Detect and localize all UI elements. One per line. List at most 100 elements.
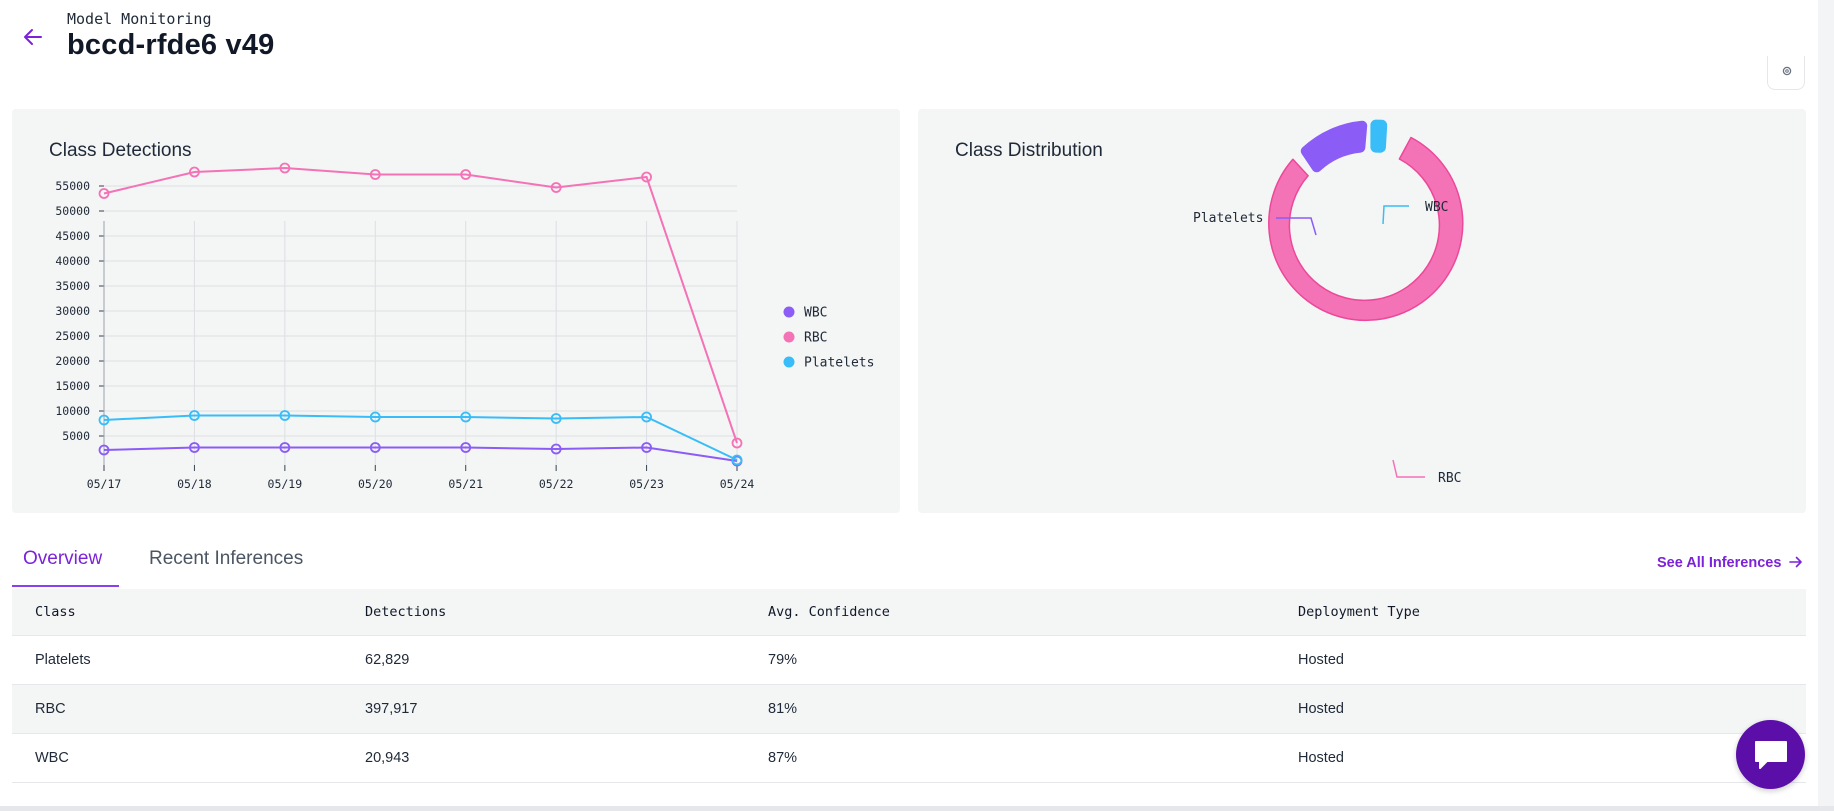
pie-slice-wbc[interactable] [1370, 119, 1388, 153]
data-point-platelets[interactable] [369, 411, 381, 423]
table-row: WBC 20,943 87% Hosted [12, 734, 1806, 783]
y-tick-label: 15000 [55, 379, 90, 393]
data-point-wbc[interactable] [550, 443, 562, 455]
data-point-wbc[interactable] [369, 442, 381, 453]
x-tick-label: 05/18 [177, 477, 212, 491]
legend-marker-wbc [783, 306, 795, 318]
header-avg-confidence[interactable]: Avg. Confidence [768, 604, 890, 620]
data-point-rbc[interactable] [641, 171, 652, 183]
x-tick-label: 05/24 [720, 477, 755, 491]
y-tick-label: 20000 [55, 354, 90, 368]
x-tick-label: 05/21 [448, 477, 483, 491]
series-line-rbc [103, 166, 738, 444]
cell-class: WBC [35, 750, 69, 766]
table-row: Platelets 62,829 79% Hosted [12, 636, 1806, 685]
page-right-edge [1818, 0, 1834, 811]
y-tick-label: 35000 [55, 279, 90, 293]
class-detections-chart: 5000 10000 15000 20000 25000 30000 35000 40000 4… [55, 162, 874, 491]
pie-label-platelets: Platelets [1193, 211, 1263, 226]
cell-class: RBC [35, 701, 66, 717]
data-point-platelets[interactable] [641, 411, 652, 423]
data-point-wbc[interactable] [189, 442, 200, 453]
cell-class: Platelets [35, 652, 91, 668]
data-point-platelets[interactable] [460, 411, 472, 423]
series-line-platelets [103, 414, 738, 461]
legend-marker-rbc [783, 331, 795, 343]
data-point-wbc[interactable] [279, 442, 291, 453]
chat-support-button[interactable] [1736, 720, 1805, 789]
cell-deployment-type: Hosted [1298, 750, 1344, 766]
pie-slice-rbc[interactable] [1268, 136, 1464, 322]
tab-overview[interactable]: Overview [23, 548, 103, 569]
class-table: Class Detections Avg. Confidence Deploym… [12, 589, 1806, 783]
cell-deployment-type: Hosted [1298, 701, 1344, 717]
x-tick-label: 05/20 [358, 477, 393, 491]
series-line-wbc [103, 446, 738, 462]
data-point-wbc[interactable] [98, 444, 110, 456]
class-distribution-card: Class Distribution Platelets WBC RBC [918, 109, 1806, 513]
cell-detections: 20,943 [365, 750, 410, 766]
chat-icon [1755, 741, 1787, 769]
data-point-wbc[interactable] [641, 442, 652, 453]
header-detections[interactable]: Detections [365, 604, 447, 620]
pie-label-rbc: RBC [1438, 471, 1461, 486]
data-point-platelets[interactable] [731, 454, 743, 466]
data-point-wbc[interactable] [460, 442, 472, 453]
data-point-rbc[interactable] [189, 166, 200, 178]
data-point-rbc[interactable] [279, 162, 291, 174]
data-point-platelets[interactable] [98, 414, 110, 426]
data-point-rbc[interactable] [98, 188, 110, 199]
header-class[interactable]: Class [35, 604, 76, 620]
active-tab-underline [12, 585, 119, 587]
table-row: RBC 397,917 81% Hosted [12, 685, 1806, 734]
arrow-right-icon [1789, 556, 1803, 568]
y-tick-label: 25000 [55, 329, 90, 343]
cell-deployment-type: Hosted [1298, 652, 1344, 668]
legend-marker-platelets [783, 356, 795, 368]
class-detections-title: Class Detections [49, 140, 192, 161]
y-tick-label: 55000 [55, 179, 90, 193]
breadcrumb[interactable]: Model Monitoring [67, 10, 212, 28]
settings-button[interactable] [1767, 56, 1805, 90]
data-point-rbc[interactable] [731, 437, 743, 449]
data-point-rbc[interactable] [460, 169, 472, 180]
leader-line-rbc [1392, 459, 1425, 478]
see-all-inferences-label: See All Inferences [1657, 555, 1782, 571]
class-distribution-title: Class Distribution [955, 140, 1103, 161]
pie-label-wbc: WBC [1425, 200, 1448, 215]
cell-avg-confidence: 79% [768, 652, 798, 668]
data-point-rbc[interactable] [550, 182, 562, 193]
legend-label-rbc[interactable]: RBC [804, 331, 827, 346]
gear-icon [1782, 66, 1792, 76]
header-deployment-type[interactable]: Deployment Type [1298, 604, 1420, 620]
cell-detections: 397,917 [365, 701, 418, 717]
page-title: bccd-rfde6 v49 [67, 29, 275, 61]
x-tick-label: 05/19 [268, 477, 303, 491]
y-tick-label: 5000 [62, 429, 90, 443]
table-header: Class Detections Avg. Confidence Deploym… [12, 589, 1806, 636]
see-all-inferences-link[interactable]: See All Inferences [1657, 555, 1803, 571]
leader-line-platelets [1276, 217, 1317, 236]
data-point-rbc[interactable] [369, 169, 381, 180]
y-tick-label: 45000 [55, 229, 90, 243]
x-tick-label: 05/23 [629, 477, 664, 491]
x-tick-label: 05/22 [539, 477, 574, 491]
tab-recent-inferences[interactable]: Recent Inferences [149, 548, 304, 569]
bottom-scroll-edge [0, 806, 1834, 811]
cell-detections: 62,829 [365, 652, 410, 668]
cell-avg-confidence: 87% [768, 750, 798, 766]
legend-label-platelets[interactable]: Platelets [804, 356, 874, 371]
legend-label-wbc[interactable]: WBC [804, 306, 827, 321]
data-point-platelets[interactable] [279, 410, 291, 421]
class-detections-card: Class Detections 5000 10000 15000 20000 2500… [12, 109, 900, 513]
pie-slice-platelets[interactable] [1300, 120, 1368, 173]
y-tick-label: 40000 [55, 254, 90, 268]
y-tick-label: 50000 [55, 204, 90, 218]
y-tick-label: 10000 [55, 404, 90, 418]
x-tick-label: 05/17 [87, 477, 122, 491]
data-point-platelets[interactable] [550, 413, 562, 424]
class-distribution-chart: Platelets WBC RBC [1193, 119, 1464, 486]
leader-line-wbc [1382, 205, 1409, 225]
data-point-platelets[interactable] [189, 410, 200, 421]
back-arrow-icon[interactable] [22, 26, 44, 48]
